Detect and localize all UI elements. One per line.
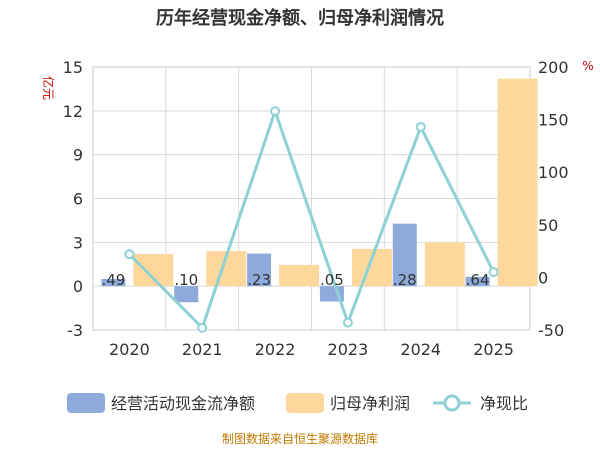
line-cash-ratio: [128, 106, 495, 331]
right-axis-tick: 200: [538, 58, 569, 77]
legend-swatch-cash-flow: [67, 393, 105, 413]
plot-area: -3 0 3 6 9 12 15 -50 0 50 100 150 200 2020 2021 2022 202…: [63, 58, 569, 359]
legend-label-net-profit: 归母净利润: [330, 394, 410, 413]
left-axis-tick: 12: [63, 102, 83, 121]
bar-cash-flow: [392, 223, 417, 287]
bar-net-profit: [424, 242, 465, 287]
right-axis-tick: 50: [538, 216, 558, 235]
bar-cash-flow: [101, 279, 126, 287]
point-cash-ratio: [270, 106, 281, 117]
bar-cash-flow: [247, 253, 272, 287]
bar-net-profit: [133, 254, 174, 287]
bar-cash-flow: [174, 286, 199, 303]
point-cash-ratio: [197, 322, 208, 333]
point-cash-ratio: [488, 267, 499, 278]
left-axis-tick: 9: [73, 146, 83, 165]
left-axis-tick: 3: [73, 233, 83, 252]
data-label-cash-flow: .28: [393, 271, 417, 289]
data-label-cash-flow: .49: [101, 271, 125, 289]
data-label-cash-flow: .10: [174, 271, 198, 289]
point-cash-ratio: [124, 249, 135, 260]
legend-swatch-cash-ratio-marker: [443, 394, 461, 412]
right-axis-unit: %: [582, 59, 593, 73]
x-axis-tick: 2022: [255, 340, 296, 359]
x-axis-tick: 2021: [182, 340, 223, 359]
x-axis-tick: 2023: [328, 340, 369, 359]
point-cash-ratio: [415, 121, 426, 132]
data-label-cash-flow: .64: [466, 271, 490, 289]
legend-label-cash-flow: 经营活动现金流净额: [111, 394, 255, 413]
legend-swatch-net-profit: [286, 393, 324, 413]
right-axis-tick: 0: [538, 268, 548, 287]
left-axis-unit: 亿元: [41, 76, 56, 100]
chart-title: 历年经营现金净额、归母净利润情况: [156, 7, 444, 29]
data-label-cash-flow: .05: [320, 271, 344, 289]
data-label-cash-flow: .23: [247, 271, 271, 289]
left-axis-tick: 15: [63, 58, 83, 77]
left-axis-tick: 6: [73, 190, 83, 209]
source-note: 制图数据来自恒生聚源数据库: [222, 431, 378, 446]
left-axis-tick: 0: [73, 277, 83, 296]
bar-net-profit: [279, 264, 320, 287]
legend-label-cash-ratio: 净现比: [480, 394, 528, 413]
left-axis-tick: -3: [67, 321, 83, 340]
x-axis-tick: 2020: [109, 340, 150, 359]
point-cash-ratio: [342, 317, 353, 328]
legend: 经营活动现金流净额 归母净利润 净现比: [67, 393, 528, 413]
x-axis-tick: 2025: [473, 340, 514, 359]
right-axis-tick: 150: [538, 111, 569, 130]
bar-net-profit: [497, 78, 538, 287]
right-axis-tick: 100: [538, 163, 569, 182]
x-axis-tick: 2024: [400, 340, 441, 359]
bar-cash-flow: [465, 276, 490, 287]
right-axis-tick: -50: [538, 321, 564, 340]
